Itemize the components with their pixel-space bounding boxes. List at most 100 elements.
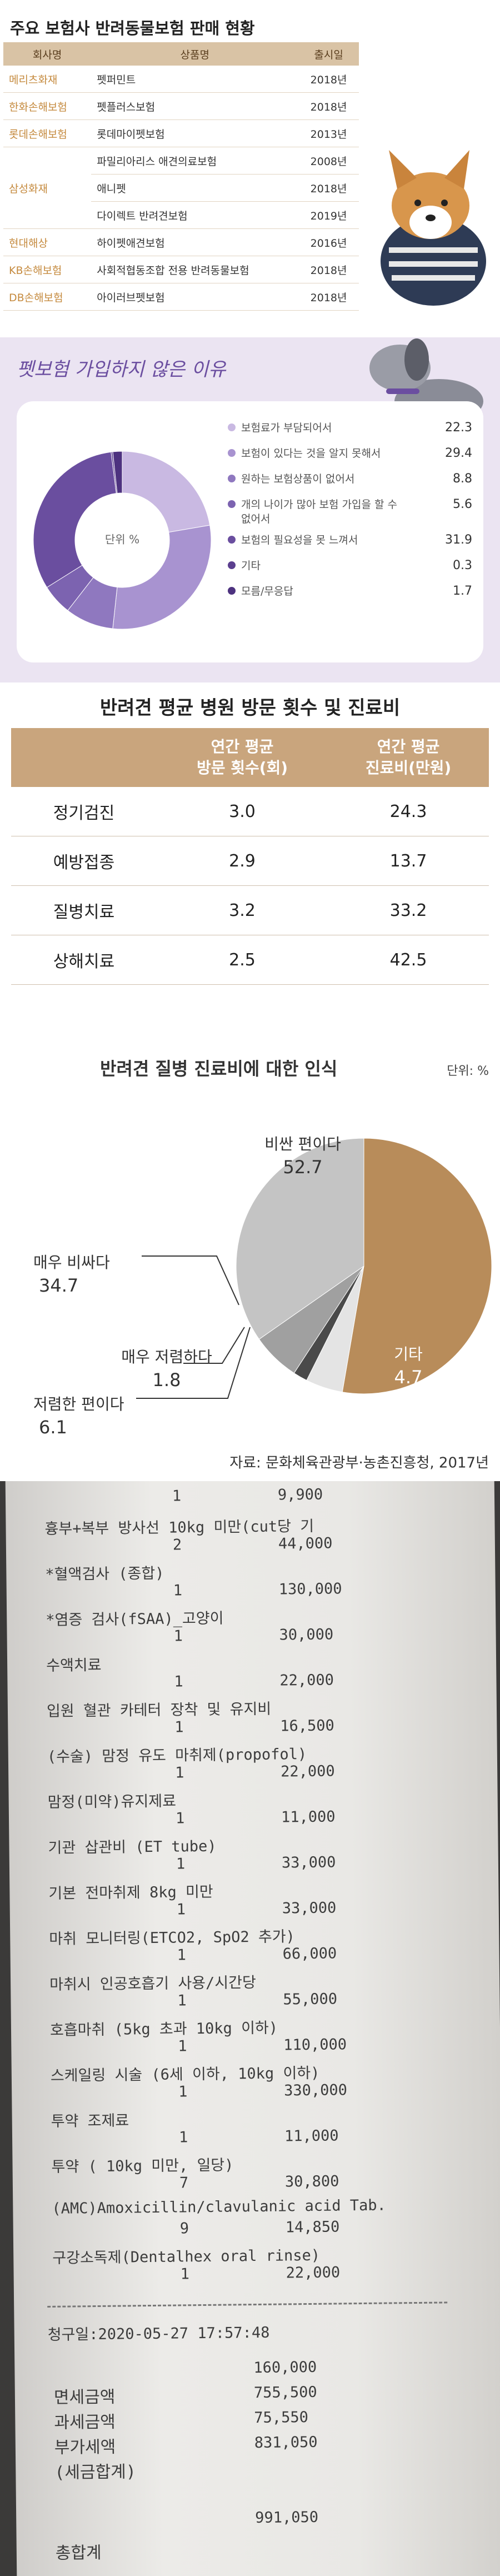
header-cell: 상품명 xyxy=(91,42,299,66)
summary-value: 991,050 xyxy=(255,2508,319,2527)
summary-label: 면세금액 xyxy=(53,2387,116,2408)
table-row: 예방접종 2.9 13.7 xyxy=(11,836,489,886)
legend-label: 개의 나이가 많아 보험 가입을 할 수 없어서 xyxy=(241,499,397,525)
receipt-divider xyxy=(47,2301,448,2308)
slice-value: 4.7 xyxy=(394,1367,423,1388)
corgi-illustration xyxy=(381,150,486,306)
dog-stripes xyxy=(389,247,478,281)
header-line: 방문 횟수(회) xyxy=(196,759,288,777)
receipt-qty: 1 xyxy=(176,1901,186,1919)
receipt-amount: 110,000 xyxy=(283,2036,347,2054)
receipt-qty: 1 xyxy=(178,2037,187,2055)
header-cell: 연간 평균 진료비(만원) xyxy=(328,728,489,787)
product-cell: 파밀리아리스 애견의료보험 xyxy=(91,147,299,175)
slice-value: 1.8 xyxy=(153,1369,181,1391)
product-cell: 롯데마이펫보험 xyxy=(91,119,299,147)
legend-value: 0.3 xyxy=(453,559,472,572)
slice-label: 저렴한 편이다 xyxy=(33,1395,124,1413)
receipt-item-name: 구강소독제(Dentalhex oral rinse) xyxy=(52,2246,321,2267)
receipt-item-name: 맘정(미약)유지제료 xyxy=(47,1792,177,1811)
summary-value: 831,050 xyxy=(254,2433,318,2452)
pie-title: 반려견 질병 진료비에 대한 인식 xyxy=(100,1058,337,1079)
legend-item: 보험의 필요성을 못 느껴서 31.9 xyxy=(228,533,472,547)
pie-source: 자료: 문화체육관광부·농촌진흥청, 2017년 xyxy=(229,1455,489,1472)
receipt-qty: 1 xyxy=(177,1946,187,1964)
company-cell: 한화손해보험 xyxy=(3,92,92,120)
table-row: 애니펫 2018년 xyxy=(3,174,359,202)
receipt-amount: 22,000 xyxy=(281,1762,335,1781)
legend-value: 31.9 xyxy=(445,533,472,547)
legend-swatch xyxy=(228,561,236,569)
row-label: 정기검진 xyxy=(11,787,157,836)
table-row: 질병치료 3.2 33.2 xyxy=(11,885,489,935)
donut-center-label: 단위 % xyxy=(105,533,139,546)
header-line: 연간 평균 xyxy=(211,738,274,756)
slice-label: 비싼 편이다 xyxy=(264,1135,341,1153)
receipt-amount: 66,000 xyxy=(282,1945,337,1963)
cost-table: 연간 평균 방문 횟수(회) 연간 평균 진료비(만원) 정기검진 3.0 24.3 예방접종… xyxy=(11,728,489,985)
receipt-date: 청구일:2020-05-27 17:57:48 xyxy=(47,2324,270,2344)
dog-ears xyxy=(389,150,469,189)
receipt-item-name: 입원 혈관 카테터 장착 및 유지비 xyxy=(46,1700,272,1720)
receipt-paper: 1 9,900 흉부+복부 방사선 10kg 미만(cut당 기 2 44,000 *혈액… xyxy=(5,1481,500,2576)
year-cell: 2013년 xyxy=(298,119,359,147)
product-cell: 펫플러스보험 xyxy=(91,92,299,120)
receipt-item-name: 호흡마취 (5kg 초과 10kg 이하) xyxy=(49,2019,278,2039)
receipt-qty: 1 xyxy=(174,1718,184,1736)
pie-chart: 반려견 질병 진료비에 대한 인식 단위: % 자료: 문화체육관광부·농촌진흥… xyxy=(33,1058,492,1472)
cost-title: 반려견 평균 병원 방문 횟수 및 진료비 xyxy=(99,697,401,719)
dog-ear xyxy=(404,338,429,381)
table-row: 정기검진 3.0 24.3 xyxy=(11,787,489,836)
slice-label: 매우 비싸다 xyxy=(33,1253,110,1272)
table-row: DB손해보험 아이러브펫보험 2018년 xyxy=(3,283,359,311)
insurance-title: 주요 보험사 반려동물보험 판매 현황 xyxy=(10,19,255,38)
dog-eye xyxy=(414,200,421,206)
receipt-qty: 1 xyxy=(175,1764,184,1782)
row-label: 예방접종 xyxy=(11,836,157,886)
legend-label: 보험의 필요성을 못 느껴서 xyxy=(241,534,358,546)
legend-label: 원하는 보험상품이 없어서 xyxy=(241,473,355,485)
summary-label: 총합계 xyxy=(55,2543,102,2563)
header-cell xyxy=(11,728,157,787)
legend-item: 개의 나이가 많아 보험 가입을 할 수 없어서 5.6 xyxy=(228,497,472,526)
receipt-qty: 1 xyxy=(172,1487,182,1505)
value-cell: 13.7 xyxy=(328,836,489,886)
table-row: KB손해보험 사회적협동조합 전용 반려동물보험 2018년 xyxy=(3,256,359,283)
legend-item: 보험이 있다는 것을 알지 못해서 29.4 xyxy=(228,446,472,461)
donut-slice xyxy=(112,525,212,630)
legend-item: 원하는 보험상품이 없어서 8.8 xyxy=(228,472,472,486)
legend-value: 22.3 xyxy=(445,421,472,435)
receipt-qty: 1 xyxy=(178,2083,188,2101)
value-cell: 2.9 xyxy=(157,836,328,886)
receipt-item-name: 스케일링 시술 (6세 이하, 10kg 이하) xyxy=(50,2064,320,2085)
legend-label: 모름/무응답 xyxy=(241,585,293,597)
company-cell: 현대해상 xyxy=(3,228,92,256)
table-row: 롯데손해보험 롯데마이펫보험 2013년 xyxy=(3,119,359,147)
receipt-amount: 44,000 xyxy=(278,1534,333,1553)
receipt-item-name: 흉부+복부 방사선 10kg 미만(cut당 기 xyxy=(44,1517,314,1538)
table-row: 현대해상 하이펫애견보험 2016년 xyxy=(3,228,359,256)
table-row: 상해치료 2.5 42.5 xyxy=(11,935,489,985)
summary-value: 755,500 xyxy=(253,2383,317,2402)
dog-eye xyxy=(441,200,448,206)
legend-label: 보험료가 부담되어서 xyxy=(241,422,332,434)
receipt-item-name: 투약 ( 10kg 미만, 일당) xyxy=(51,2156,234,2176)
value-cell: 3.2 xyxy=(157,885,328,935)
receipt-item-name: *혈액검사 (종합) xyxy=(45,1564,164,1583)
legend-value: 1.7 xyxy=(453,584,472,598)
pie-slice xyxy=(342,1138,492,1394)
receipt-amount: 55,000 xyxy=(283,1990,338,2009)
receipt-qty: 2 xyxy=(172,1536,182,1554)
slice-label: 기타 xyxy=(394,1345,423,1363)
year-cell: 2018년 xyxy=(298,174,359,202)
value-cell: 2.5 xyxy=(157,935,328,985)
receipt-amount: 9,900 xyxy=(277,1486,323,1504)
company-cell: 삼성화재 xyxy=(3,147,92,229)
receipt-item-name: (AMC)Amoxicillin/clavulanic acid Tab. xyxy=(52,2196,386,2218)
reasons-title: 펫보험 가입하지 않은 이유 xyxy=(17,358,226,381)
value-cell: 24.3 xyxy=(328,787,489,836)
donut-chart: 단위 % xyxy=(33,451,212,630)
receipt-amount: 14,850 xyxy=(285,2218,340,2236)
